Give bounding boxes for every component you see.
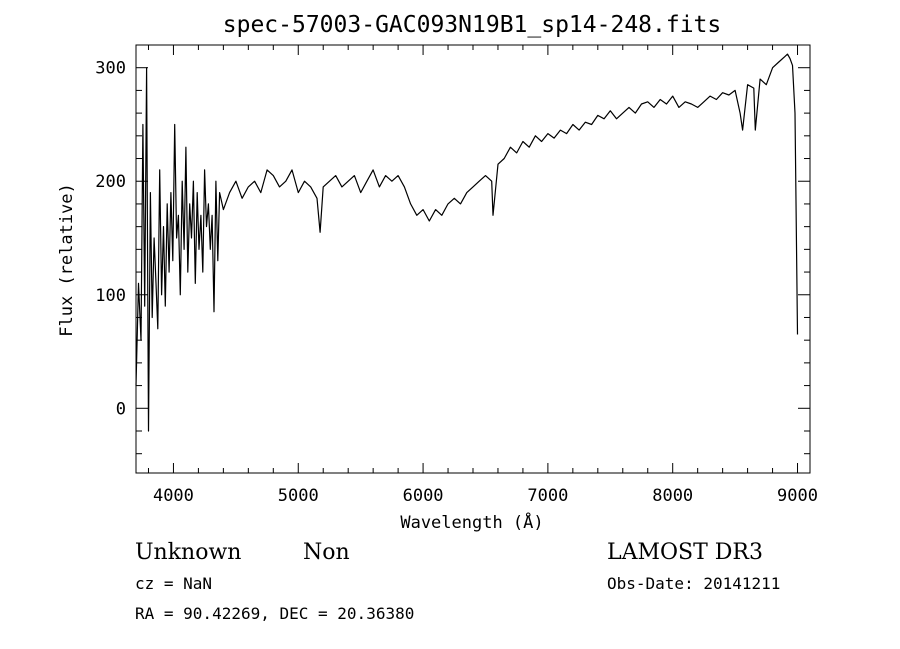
x-tick-label: 5000 <box>278 486 319 506</box>
x-tick-label: 6000 <box>403 486 444 506</box>
x-axis-ticks: 4000 5000 6000 7000 8000 9000 <box>147 45 818 506</box>
x-tick-label: 7000 <box>527 486 568 506</box>
x-tick-label: 9000 <box>777 486 818 506</box>
coordinates-text: RA = 90.42269, DEC = 20.36380 <box>135 604 414 623</box>
y-axis-ticks: 0 100 200 300 <box>95 44 810 455</box>
obs-date-text: Obs-Date: 20141211 <box>607 574 780 593</box>
survey-name: LAMOST DR3 <box>607 540 763 565</box>
series-line-flux <box>135 53 799 432</box>
redshift-text: cz = NaN <box>135 574 212 593</box>
y-tick-label: 100 <box>95 286 126 306</box>
x-tick-label: 8000 <box>652 486 693 506</box>
spectrum-series <box>135 53 799 432</box>
chart-title: spec-57003-GAC093N19B1_sp14-248.fits <box>223 12 722 38</box>
plot-frame <box>135 44 811 474</box>
y-tick-label: 300 <box>95 59 126 79</box>
x-tick-label: 4000 <box>153 486 194 506</box>
object-subclass: Non <box>303 540 350 565</box>
object-class: Unknown <box>135 540 241 565</box>
y-axis-label: Flux (relative) <box>57 183 77 337</box>
x-axis-label: Wavelength (Å) <box>400 511 543 533</box>
y-tick-label: 200 <box>95 172 126 192</box>
y-tick-label: 0 <box>116 399 126 419</box>
